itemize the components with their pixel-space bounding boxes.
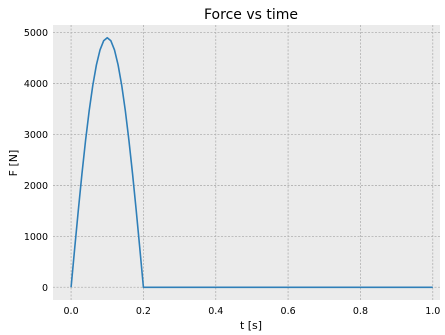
grid-lines — [53, 25, 440, 300]
force-series-line — [70, 36, 433, 289]
x-tick-label: 0.4 — [208, 306, 223, 317]
x-tick-label: 1.0 — [425, 306, 440, 317]
chart-title: Force vs time — [204, 7, 298, 23]
y-tick-labels: 0 1000 2000 3000 4000 5000 — [24, 28, 48, 294]
y-axis-label: F [N] — [7, 150, 20, 177]
x-tick-label: 0.0 — [64, 306, 79, 317]
y-tick-label: 0 — [42, 283, 48, 294]
y-tick-label: 5000 — [24, 28, 48, 39]
x-tick-labels: 0.0 0.2 0.4 0.6 0.8 1.0 — [64, 306, 441, 317]
y-tick-label: 4000 — [24, 79, 48, 90]
y-tick-label: 3000 — [24, 130, 48, 141]
x-axis-label: t [s] — [240, 319, 262, 332]
x-tick-label: 0.6 — [281, 306, 296, 317]
x-tick-label: 0.2 — [136, 306, 151, 317]
y-tick-label: 1000 — [24, 232, 48, 243]
plot-area — [53, 25, 440, 300]
x-tick-label: 0.8 — [353, 306, 368, 317]
y-tick-label: 2000 — [24, 181, 48, 192]
series-lines — [70, 36, 433, 289]
